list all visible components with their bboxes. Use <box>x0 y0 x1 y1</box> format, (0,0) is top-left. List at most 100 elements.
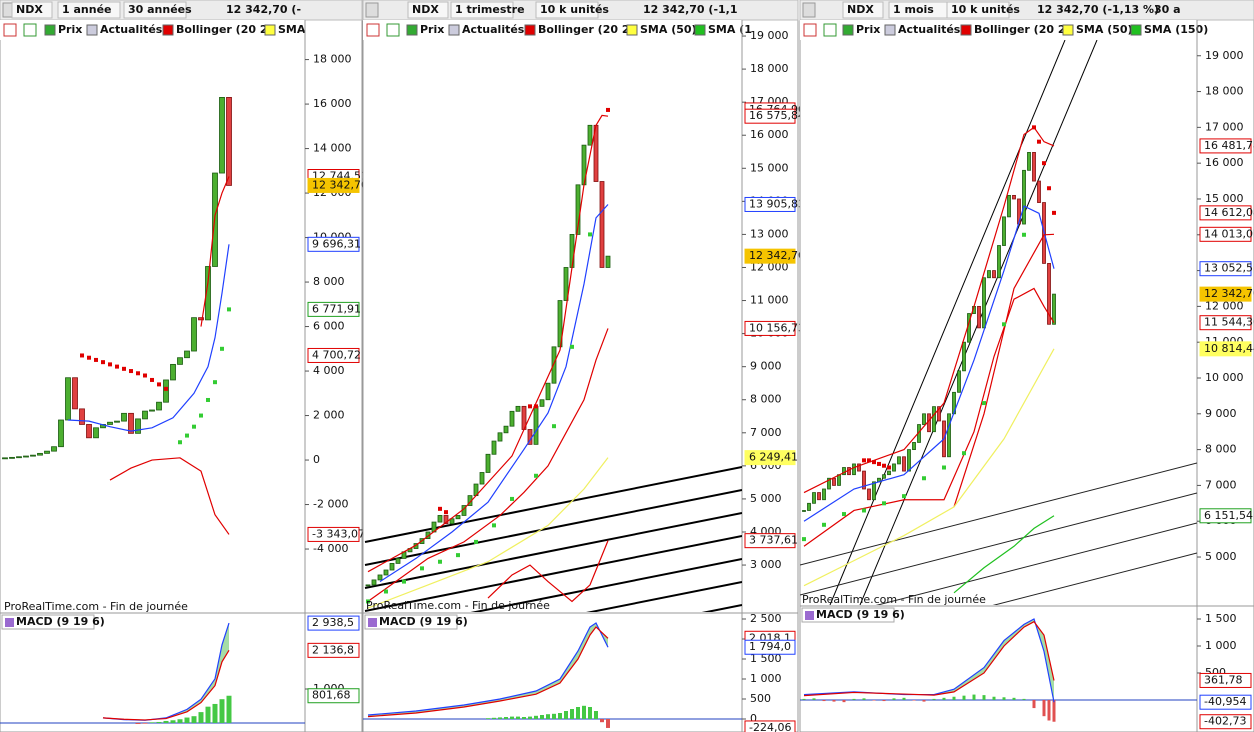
toolbar-item[interactable]: 1 année <box>62 3 112 16</box>
trendline <box>829 40 1066 605</box>
candle <box>389 562 395 571</box>
histogram-bar <box>177 719 183 723</box>
sar-dot <box>157 382 161 387</box>
candle <box>1022 169 1026 225</box>
toolbar-item[interactable]: NDX <box>847 3 874 16</box>
sar-dot <box>606 107 610 112</box>
price-label-box <box>1199 205 1252 221</box>
price-label-box <box>307 688 360 704</box>
toolbar-item[interactable]: 1 mois <box>893 3 934 16</box>
dropdown[interactable] <box>407 1 449 19</box>
legend-label[interactable]: SMA (50) <box>1076 23 1133 36</box>
dropdown[interactable] <box>946 1 1010 19</box>
candle <box>1027 152 1031 171</box>
histogram-bar <box>1022 698 1026 700</box>
y-tick-label: 18 000 <box>1205 85 1244 98</box>
toolbar-item[interactable]: NDX <box>412 3 439 16</box>
sar-dot <box>887 465 891 470</box>
legend-label[interactable]: Bollinger (20 2) <box>538 23 635 36</box>
dropdown[interactable] <box>842 1 884 19</box>
price-label: 6 249,41 <box>749 451 798 464</box>
histogram-bar <box>492 717 496 719</box>
sar-dot <box>384 589 388 594</box>
price-label-box <box>1199 694 1252 710</box>
watermark: ProRealTime.com - Fin de journée <box>366 599 550 612</box>
dropdown[interactable] <box>123 1 187 19</box>
legend-label[interactable]: SMA (50) <box>640 23 697 36</box>
candle <box>957 370 961 393</box>
legend-label[interactable]: Bollinger (20 2) <box>974 23 1071 36</box>
panel-bg <box>0 0 363 732</box>
histogram-bar <box>528 716 532 719</box>
legend-swatch <box>44 24 56 36</box>
candle <box>86 424 92 439</box>
candle <box>515 405 521 412</box>
sar-dot <box>1047 186 1051 191</box>
icon-button[interactable] <box>803 23 817 37</box>
histogram-bar <box>862 698 866 700</box>
legend-label[interactable]: Prix <box>856 23 880 36</box>
price-label: 361,78 <box>1204 673 1243 686</box>
price-label-box <box>1199 672 1252 688</box>
price-label-box <box>1199 138 1252 154</box>
candle <box>58 419 64 448</box>
trendline <box>800 462 1197 566</box>
candle <box>479 472 485 485</box>
sar-dot <box>922 476 926 481</box>
y-tick-label: 3 000 <box>750 558 782 571</box>
indicator-line <box>102 650 230 721</box>
icon-button[interactable] <box>3 23 17 37</box>
candle <box>128 412 134 434</box>
indicator-line <box>109 457 230 535</box>
indicator-line <box>803 620 1055 697</box>
sar-dot <box>444 510 448 515</box>
icon-button[interactable] <box>823 23 837 37</box>
indicator-line <box>953 515 1055 594</box>
toolbar-item[interactable]: 10 k unités <box>540 3 609 16</box>
y-tick-label: 15 000 <box>750 161 789 174</box>
indicator-line <box>953 233 1055 508</box>
toolbar-item[interactable]: 10 k unités <box>951 3 1020 16</box>
price-label: 10 814,44 <box>1204 342 1254 355</box>
trendline <box>470 558 742 612</box>
dropdown[interactable] <box>535 1 599 19</box>
price-label: 4 700,72 <box>312 348 361 361</box>
legend-label[interactable]: Prix <box>58 23 82 36</box>
icon-button[interactable] <box>365 2 379 18</box>
toolbar-item[interactable]: NDX <box>16 3 43 16</box>
candle <box>485 453 491 473</box>
legend-label[interactable]: Actualités <box>898 23 961 36</box>
candle <box>962 341 966 372</box>
sar-dot <box>129 369 133 374</box>
candle <box>30 454 36 457</box>
legend-label[interactable]: Actualités <box>100 23 163 36</box>
legend-label[interactable]: SMA <box>278 23 306 36</box>
dropdown[interactable] <box>11 1 53 19</box>
icon-button[interactable] <box>802 2 816 18</box>
histogram-bar <box>540 715 544 719</box>
legend-label[interactable]: SMA (1 <box>708 23 752 36</box>
icon-button[interactable] <box>366 23 380 37</box>
indicator-line <box>803 287 1055 547</box>
toolbar-item[interactable]: 1 trimestre <box>455 3 525 16</box>
sar-dot <box>862 508 866 513</box>
legend-label[interactable]: SMA (150) <box>1144 23 1208 36</box>
price-label: 2 136,8 <box>312 643 354 656</box>
candle <box>395 558 401 564</box>
legend-label[interactable]: Prix <box>420 23 444 36</box>
toolbar-item[interactable]: 30 années <box>128 3 192 16</box>
y-tick-label: 12 000 <box>1205 299 1244 312</box>
dropdown[interactable] <box>57 1 121 19</box>
legend-label[interactable]: Bollinger (20 2) <box>176 23 273 36</box>
icon-button[interactable] <box>23 23 37 37</box>
candle <box>163 379 169 403</box>
candle <box>947 413 951 458</box>
price-label-box <box>1199 261 1252 277</box>
toolbar-item: 30 a <box>1154 3 1181 16</box>
legend-label[interactable]: Actualités <box>462 23 525 36</box>
price-label-box <box>1199 508 1252 524</box>
price-label: 13 905,83 <box>749 197 805 210</box>
candle <box>16 456 22 459</box>
dropdown[interactable] <box>450 1 514 19</box>
icon-button[interactable] <box>386 23 400 37</box>
